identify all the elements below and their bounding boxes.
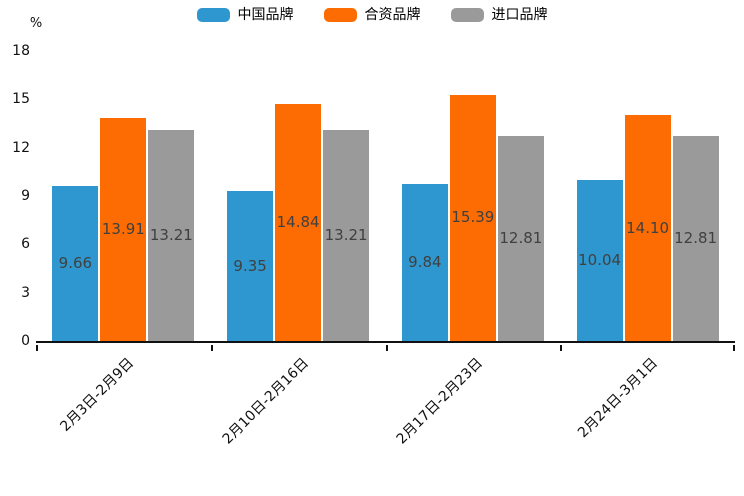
x-category-label: 2月10日-2月16日 xyxy=(219,355,312,448)
bar-value-label: 9.66 xyxy=(58,254,93,273)
bar-value-label: 14.84 xyxy=(276,212,320,231)
bar-group: 9.35 14.84 13.21 xyxy=(211,53,386,341)
bar-value-label: 14.10 xyxy=(626,218,670,237)
bar-value-label: 9.84 xyxy=(408,252,442,271)
x-axis-tick xyxy=(210,345,213,351)
x-axis-tick xyxy=(385,345,388,351)
bar-group: 10.04 14.10 12.81 xyxy=(560,53,735,341)
legend-label: 进口品牌 xyxy=(491,7,548,23)
bar-中国品牌: 9.66 xyxy=(52,186,99,341)
y-tick-label: 3 xyxy=(21,284,30,301)
legend-swatch-icon xyxy=(196,8,230,22)
y-tick-label: 12 xyxy=(12,139,30,156)
bar-value-label: 12.81 xyxy=(499,229,543,248)
y-tick-label: 15 xyxy=(12,91,30,108)
legend-item-1[interactable]: 合资品牌 xyxy=(323,7,421,23)
bar-value-label: 10.04 xyxy=(578,251,622,270)
bar-value-label: 15.39 xyxy=(451,208,495,227)
y-tick-label: 0 xyxy=(21,333,30,349)
bar-value-label: 12.81 xyxy=(674,229,718,248)
x-axis-tick xyxy=(733,345,735,351)
y-axis-unit-label: % xyxy=(29,16,43,31)
x-axis-tick xyxy=(560,345,563,351)
legend-item-0[interactable]: 中国品牌 xyxy=(196,7,294,23)
bar-中国品牌: 9.84 xyxy=(401,183,448,341)
bar-进口品牌: 13.21 xyxy=(148,129,195,341)
bar-进口品牌: 12.81 xyxy=(497,136,544,341)
bar-合资品牌: 14.10 xyxy=(624,115,671,341)
legend-item-2[interactable]: 进口品牌 xyxy=(450,7,548,23)
legend-label: 合资品牌 xyxy=(364,7,421,23)
y-tick-label: 6 xyxy=(21,236,30,253)
bar-中国品牌: 9.35 xyxy=(227,191,274,341)
y-tick-label: 18 xyxy=(12,43,30,59)
x-category-label: 2月3日-2月9日 xyxy=(57,355,137,435)
x-axis-tick xyxy=(36,345,38,351)
legend-label: 中国品牌 xyxy=(237,7,294,23)
bar-进口品牌: 12.81 xyxy=(672,136,719,341)
plot-area: 9.66 13.91 13.21 9.35 14.84 13.21 9.84 15.39 12.… xyxy=(36,53,735,343)
y-tick-label: 9 xyxy=(21,188,30,204)
legend-swatch-icon xyxy=(323,8,357,22)
legend-swatch-icon xyxy=(450,8,484,22)
bar-合资品牌: 13.91 xyxy=(100,118,147,341)
bar-合资品牌: 14.84 xyxy=(275,103,322,341)
bar-group: 9.66 13.91 13.21 xyxy=(36,53,211,341)
x-category-label: 2月17日-2月23日 xyxy=(394,355,487,448)
bar-value-label: 13.21 xyxy=(149,225,193,244)
bar-value-label: 13.91 xyxy=(101,220,145,239)
bar-group: 9.84 15.39 12.81 xyxy=(386,53,561,341)
bar-进口品牌: 13.21 xyxy=(323,129,370,341)
legend: 中国品牌 合资品牌 进口品牌 xyxy=(0,8,744,22)
bar-中国品牌: 10.04 xyxy=(576,180,623,341)
x-category-label: 2月24日-3月1日 xyxy=(575,355,662,442)
bar-value-label: 13.21 xyxy=(324,225,368,244)
bar-value-label: 9.35 xyxy=(233,256,267,275)
bar-合资品牌: 15.39 xyxy=(449,94,496,341)
